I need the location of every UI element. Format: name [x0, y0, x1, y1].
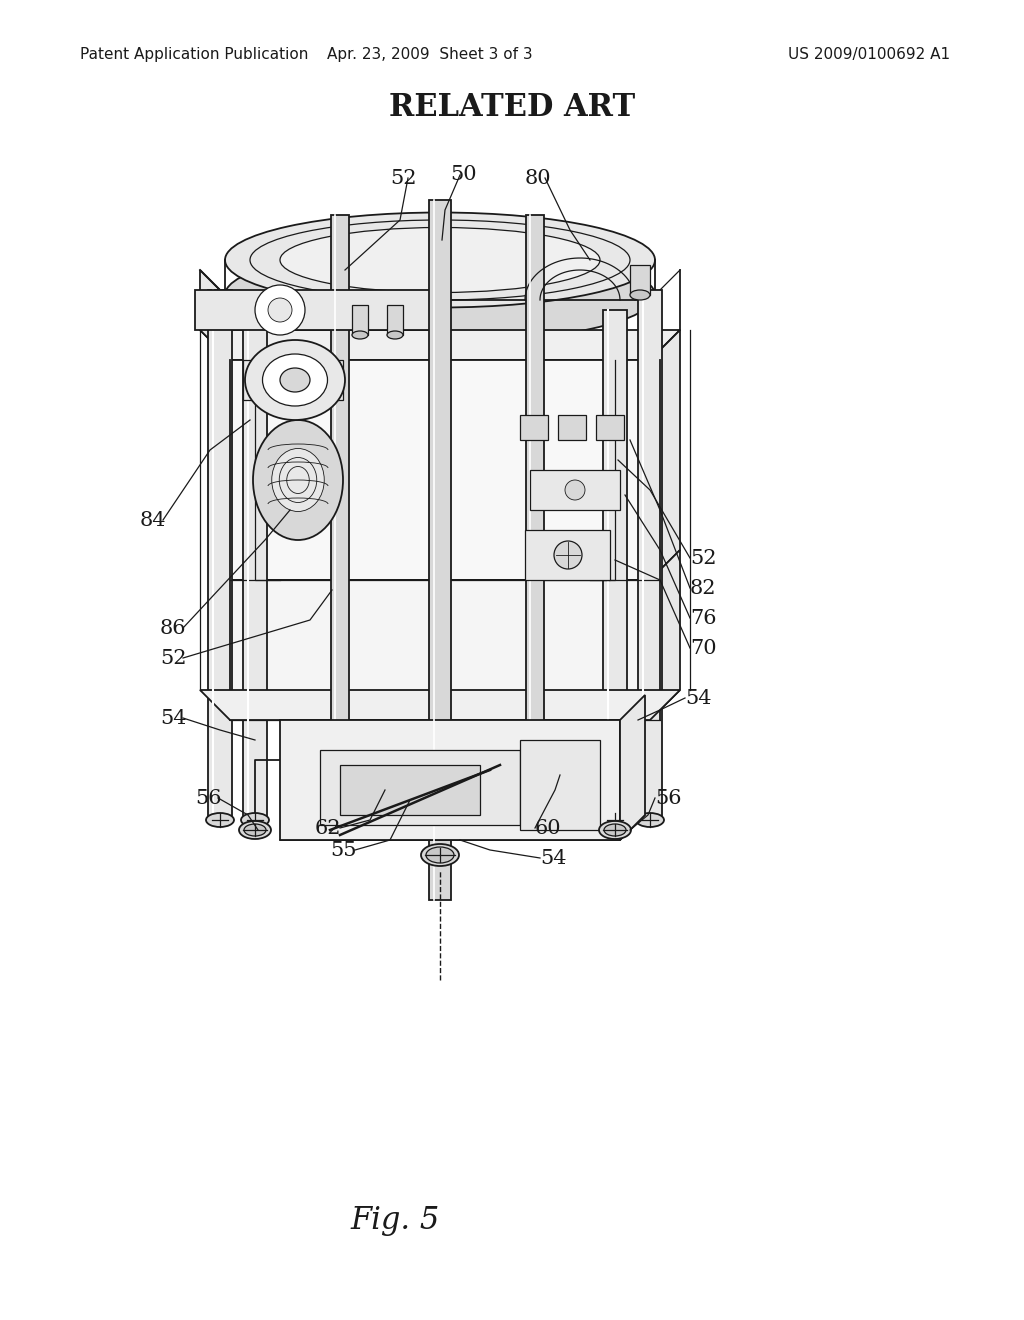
Ellipse shape — [601, 813, 629, 828]
Bar — [387, 305, 403, 335]
Text: 76: 76 — [690, 609, 717, 627]
Text: 60: 60 — [535, 818, 561, 837]
Ellipse shape — [241, 813, 269, 828]
Bar — [331, 215, 349, 800]
Text: Apr. 23, 2009  Sheet 3 of 3: Apr. 23, 2009 Sheet 3 of 3 — [328, 48, 532, 62]
Text: 50: 50 — [450, 165, 476, 185]
Ellipse shape — [225, 248, 655, 342]
Text: 84: 84 — [140, 511, 167, 529]
Text: 52: 52 — [690, 549, 717, 568]
Polygon shape — [230, 360, 650, 579]
Polygon shape — [650, 550, 680, 719]
Ellipse shape — [630, 290, 650, 300]
Text: 52: 52 — [160, 648, 186, 668]
Circle shape — [255, 285, 305, 335]
Text: Patent Application Publication: Patent Application Publication — [80, 48, 308, 62]
Ellipse shape — [280, 227, 600, 293]
Polygon shape — [195, 290, 440, 330]
Polygon shape — [525, 531, 610, 579]
Polygon shape — [230, 579, 650, 719]
Bar — [630, 265, 650, 294]
Ellipse shape — [636, 813, 664, 828]
Text: 62: 62 — [315, 818, 341, 837]
Bar — [603, 310, 627, 820]
Bar — [352, 305, 368, 335]
Text: 80: 80 — [525, 169, 552, 187]
Polygon shape — [280, 719, 620, 840]
Circle shape — [268, 298, 292, 322]
Ellipse shape — [253, 420, 343, 540]
Text: RELATED ART: RELATED ART — [389, 92, 635, 124]
Polygon shape — [530, 470, 620, 510]
Circle shape — [554, 541, 582, 569]
Text: 54: 54 — [160, 709, 186, 727]
Text: 82: 82 — [690, 578, 717, 598]
Text: 54: 54 — [540, 849, 566, 867]
Bar — [208, 290, 232, 820]
Text: Fig. 5: Fig. 5 — [350, 1204, 439, 1236]
Polygon shape — [280, 814, 645, 840]
Polygon shape — [200, 271, 230, 360]
Polygon shape — [620, 696, 645, 840]
Ellipse shape — [206, 813, 234, 828]
Ellipse shape — [421, 843, 459, 866]
Polygon shape — [520, 741, 600, 830]
Polygon shape — [200, 330, 680, 360]
Polygon shape — [243, 360, 343, 400]
Polygon shape — [319, 750, 520, 825]
Ellipse shape — [352, 331, 368, 339]
Polygon shape — [650, 330, 680, 579]
Text: 56: 56 — [655, 788, 682, 808]
Ellipse shape — [599, 821, 631, 840]
Bar — [596, 414, 624, 440]
Text: 55: 55 — [330, 841, 356, 859]
Bar — [243, 310, 267, 820]
Text: US 2009/0100692 A1: US 2009/0100692 A1 — [787, 48, 950, 62]
Ellipse shape — [225, 213, 655, 308]
Text: 54: 54 — [685, 689, 712, 708]
Ellipse shape — [604, 824, 626, 836]
Ellipse shape — [387, 331, 403, 339]
Ellipse shape — [426, 847, 454, 863]
Circle shape — [565, 480, 585, 500]
Ellipse shape — [280, 368, 310, 392]
Text: 70: 70 — [690, 639, 717, 657]
Polygon shape — [340, 766, 480, 814]
Bar — [558, 414, 586, 440]
Bar — [520, 414, 548, 440]
Ellipse shape — [245, 341, 345, 420]
Ellipse shape — [239, 821, 271, 840]
Text: 56: 56 — [195, 788, 221, 808]
Text: 52: 52 — [390, 169, 417, 187]
Ellipse shape — [244, 824, 266, 836]
Ellipse shape — [271, 449, 325, 511]
Polygon shape — [200, 690, 680, 719]
Ellipse shape — [262, 354, 328, 407]
Bar — [526, 215, 544, 800]
Bar — [638, 290, 662, 820]
Text: 86: 86 — [160, 619, 186, 638]
Bar — [429, 201, 451, 900]
